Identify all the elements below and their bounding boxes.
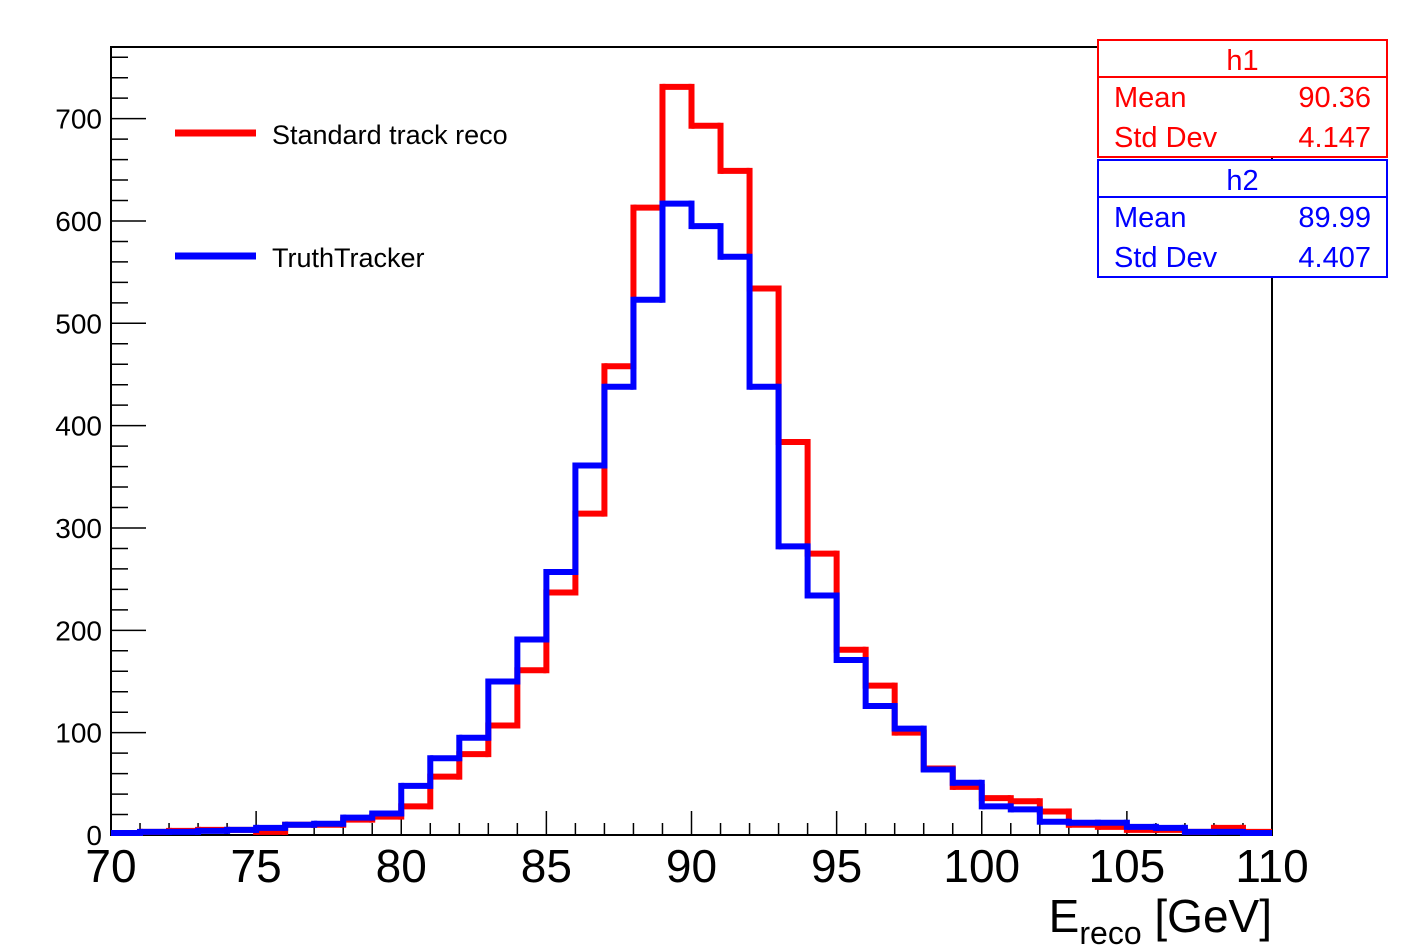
legend-label-standard-track-reco: Standard track reco	[272, 120, 508, 150]
x-axis-ticks: 70 75 80 85 90 95 100 105 110	[85, 811, 1309, 892]
stats-box-h2-title: h2	[1099, 161, 1386, 198]
stats-value-std-dev: 4.147	[1298, 122, 1371, 154]
stats-key-std-dev: Std Dev	[1114, 242, 1218, 274]
x-tick-label: 95	[811, 840, 862, 892]
x-tick-label: 100	[943, 840, 1020, 892]
stats-key-mean: Mean	[1114, 202, 1187, 234]
series-h2	[111, 200, 1272, 836]
x-tick-label: 85	[521, 840, 572, 892]
stats-key-mean: Mean	[1114, 82, 1187, 114]
stats-box-h1-title: h1	[1099, 41, 1386, 78]
histogram-series	[111, 83, 1272, 836]
stats-row-std-dev: Std Dev 4.147	[1099, 118, 1386, 158]
stats-value-mean: 89.99	[1298, 202, 1371, 234]
legend-label-truthtracker: TruthTracker	[272, 243, 425, 273]
y-tick-label: 400	[55, 411, 102, 442]
stats-box-h1: h1 Mean 90.36 Std Dev 4.147	[1097, 39, 1388, 158]
stats-value-mean: 90.36	[1298, 82, 1371, 114]
y-tick-label: 600	[55, 206, 102, 237]
x-tick-label: 70	[85, 840, 136, 892]
stats-row-std-dev: Std Dev 4.407	[1099, 238, 1386, 278]
stats-row-mean: Mean 90.36	[1099, 78, 1386, 118]
x-axis-label: Ereco [GeV]	[1049, 890, 1272, 951]
y-tick-label: 0	[86, 820, 102, 851]
x-tick-label: 80	[376, 840, 427, 892]
y-tick-label: 100	[55, 718, 102, 749]
x-tick-label: 75	[231, 840, 282, 892]
stats-box-h2: h2 Mean 89.99 Std Dev 4.407	[1097, 159, 1388, 278]
stats-key-std-dev: Std Dev	[1114, 122, 1218, 154]
y-tick-label: 300	[55, 513, 102, 544]
x-tick-label: 105	[1089, 840, 1166, 892]
stats-value-std-dev: 4.407	[1298, 242, 1371, 274]
y-axis-ticks: 0 100 200 300 400 500 600 700	[55, 56, 146, 851]
y-tick-label: 200	[55, 615, 102, 646]
legend: Standard track reco TruthTracker	[175, 120, 508, 273]
x-tick-label: 110	[1235, 840, 1308, 892]
x-tick-label: 90	[666, 840, 717, 892]
stats-row-mean: Mean 89.99	[1099, 198, 1386, 238]
y-tick-label: 500	[55, 308, 102, 339]
y-tick-label: 700	[55, 104, 102, 135]
